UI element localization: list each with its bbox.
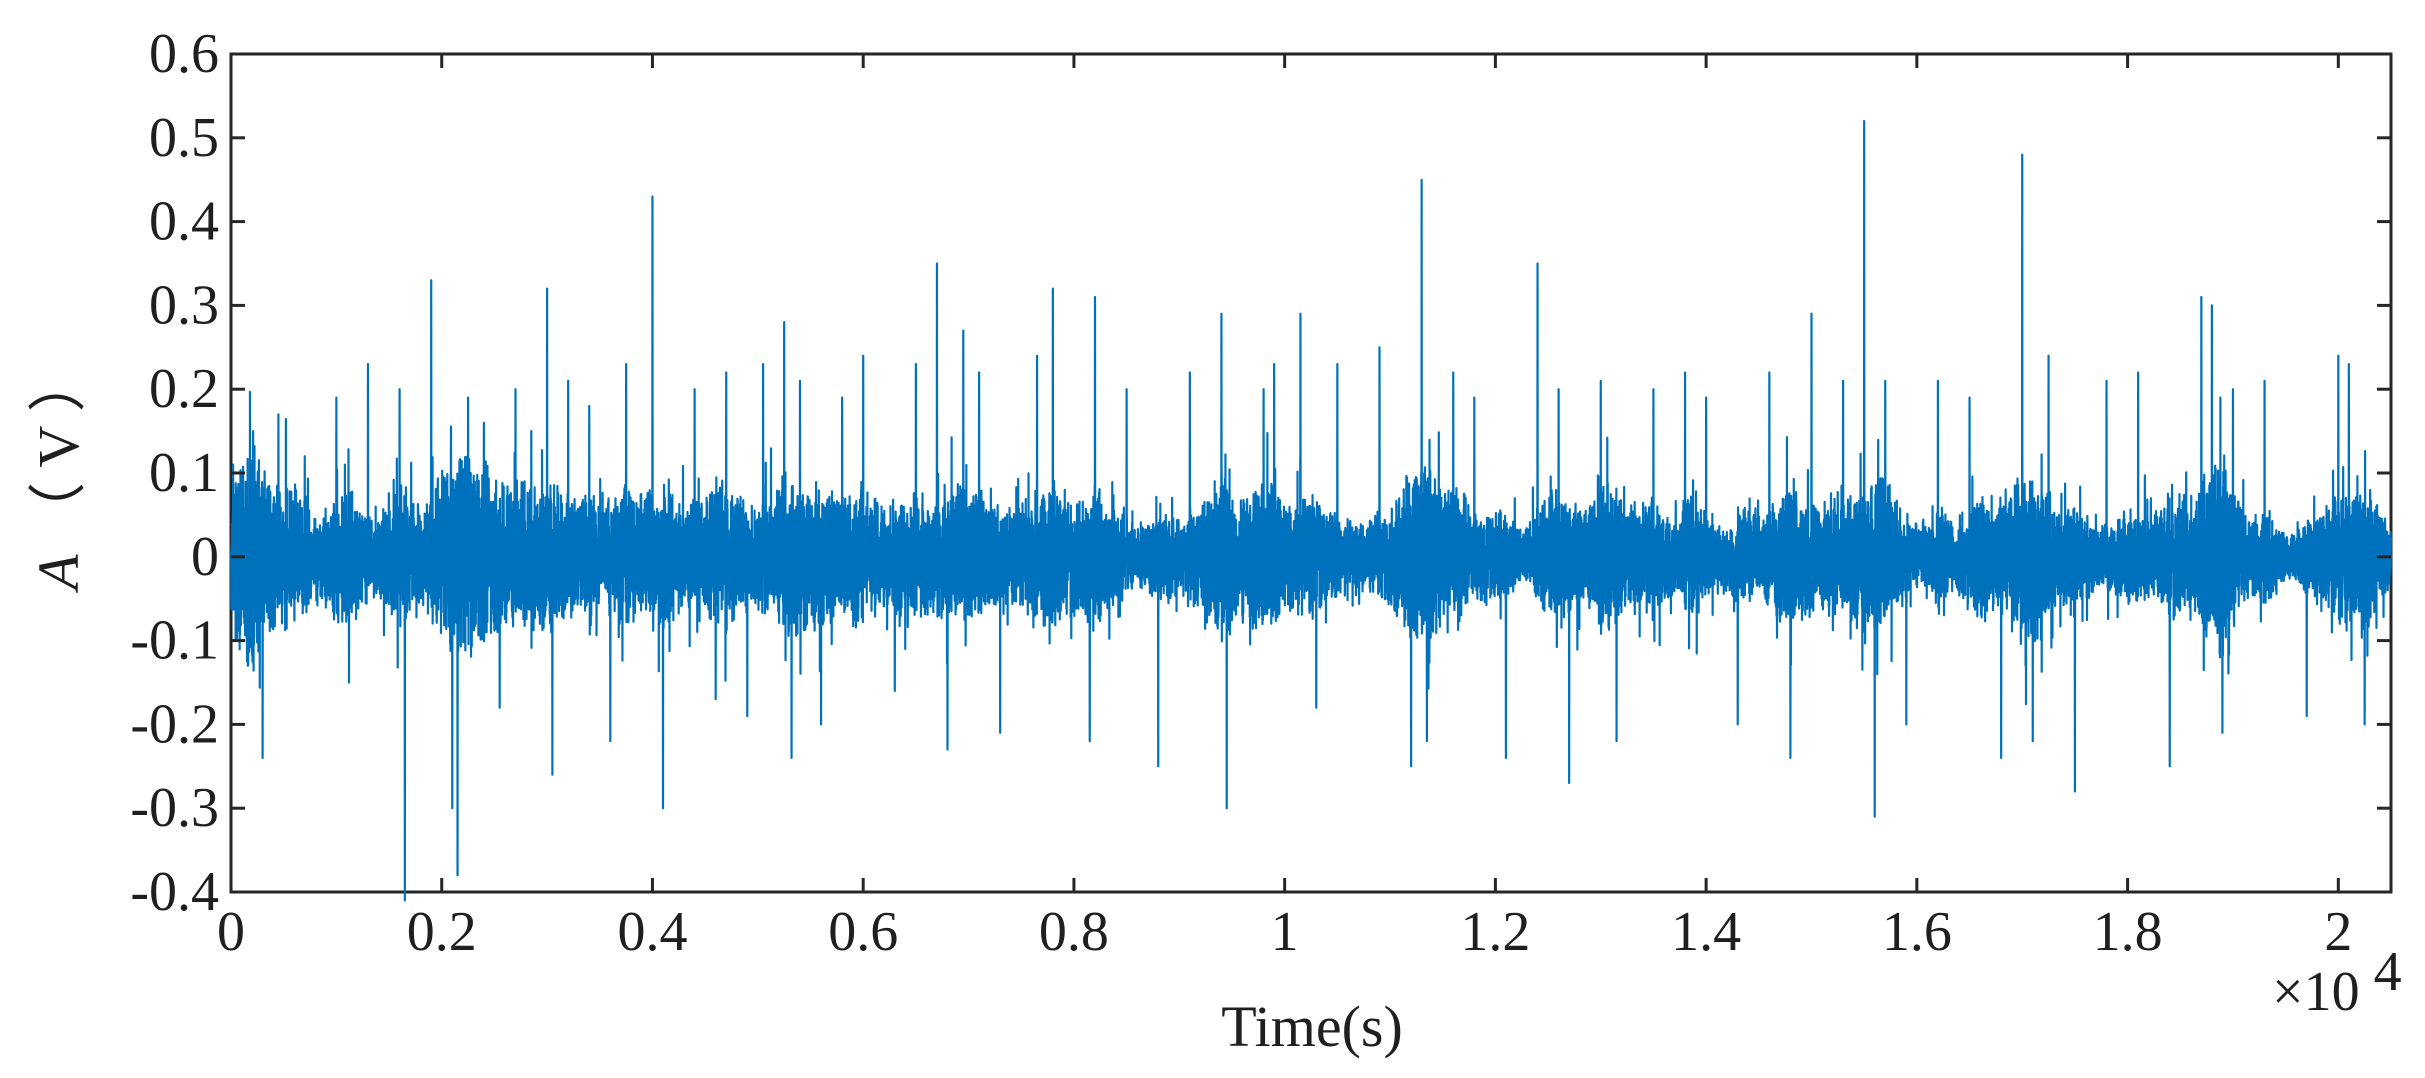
waveform-series-line: [229, 119, 2392, 902]
y-tick-label: 0: [191, 526, 219, 588]
x-axis-exponent-power: 4: [2374, 941, 2402, 1003]
y-tick-label: 0.1: [149, 442, 219, 504]
x-tick-label: 0.4: [617, 901, 687, 963]
x-tick-label: 1.2: [1460, 901, 1530, 963]
x-tick-label: 1.6: [1882, 901, 1952, 963]
y-axis-label-text: A （ V ）: [26, 354, 91, 594]
y-tick-label: 0.2: [149, 358, 219, 420]
y-tick-label: 0.3: [149, 274, 219, 336]
y-axis-label-paren-open: （: [26, 482, 91, 540]
y-tick-label: -0.4: [130, 861, 219, 923]
x-tick-label: 1.8: [2093, 901, 2163, 963]
y-tick-label: 0.4: [149, 191, 219, 253]
x-tick-label: 0.2: [407, 901, 477, 963]
y-axis-label-unit: V: [26, 425, 91, 467]
tick-layer: 0 0.2 0.4 0.6 0.8 1 1.2 1.4 1.6 1.8 2 -0.4 -0.3 -0.2 -…: [130, 23, 2391, 963]
y-tick-label: 0.5: [149, 107, 219, 169]
x-axis-exponent: ×10 4: [2272, 941, 2402, 1023]
y-tick-label: -0.1: [130, 610, 219, 672]
x-tick-label: 0: [217, 901, 245, 963]
y-tick-label: -0.2: [130, 693, 219, 755]
y-axis-label-paren-close: ）: [26, 354, 91, 412]
y-axis-label: A （ V ）: [26, 354, 91, 594]
y-tick-label: 0.6: [149, 23, 219, 85]
x-tick-label: 0.6: [828, 901, 898, 963]
x-axis-label: Time(s): [1221, 994, 1403, 1059]
y-axis-label-main: A: [26, 554, 91, 594]
x-tick-label: 1.4: [1671, 901, 1741, 963]
x-tick-label: 0.8: [1039, 901, 1109, 963]
y-tick-label: -0.3: [130, 777, 219, 839]
series-layer: [229, 119, 2392, 902]
x-tick-label: 2: [2324, 901, 2352, 963]
x-axis-exponent-base: ×10: [2272, 961, 2360, 1023]
x-tick-label: 1: [1271, 901, 1299, 963]
